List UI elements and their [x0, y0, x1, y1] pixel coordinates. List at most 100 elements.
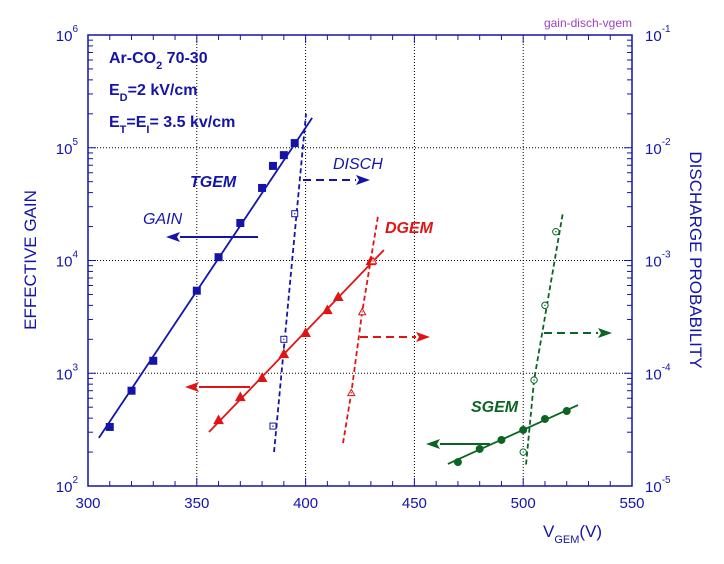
tick-base: 10 [56, 479, 73, 496]
transfer-field-annotation: ET=EI= 3.5 kv/cm [109, 114, 235, 136]
sgem-discharge-point-dot [522, 451, 524, 453]
x-axis-label-sub: GEM [554, 534, 579, 546]
tick-base: 10 [56, 254, 73, 271]
y-left-tick-label: 102 [56, 475, 79, 496]
sgem-gain-fit-line [447, 404, 579, 465]
dgem-gain-arrow-head [185, 382, 199, 392]
sgem-discharge-point-dot [544, 304, 546, 307]
tick-base: 10 [56, 28, 73, 45]
tick-base: 10 [645, 254, 662, 271]
tick-base: 10 [645, 28, 662, 45]
tick-exponent: -5 [662, 475, 671, 486]
tgem-disch-arrow [303, 175, 370, 185]
et-mid: =E [126, 114, 146, 131]
et-sub2: I [146, 124, 149, 136]
tgem-gain-point [279, 151, 288, 160]
y-right-tick-label: 10-4 [645, 362, 671, 383]
tgem-disch-arrow-head [356, 175, 370, 185]
dgem-gain-series [208, 249, 385, 433]
tick-exponent: 4 [72, 250, 78, 261]
conditions-annotation: Ar-CO2 70-30 ED=2 kV/cm ET=EI= 3.5 kv/cm [109, 50, 235, 136]
gas-sub: 2 [156, 60, 162, 72]
tgem-gain-point [290, 139, 299, 148]
tgem-gain-point [105, 422, 114, 431]
tgem-discharge-point-dot [272, 425, 274, 427]
tick-exponent: -3 [662, 250, 671, 261]
tick-exponent: 3 [72, 362, 78, 373]
tgem-gain-point [149, 356, 158, 365]
tgem-gain-point [258, 183, 267, 192]
tick-base: 10 [645, 479, 662, 496]
x-axis-label-unit: (V) [579, 522, 602, 541]
ed-main: E [109, 82, 120, 99]
dgem-gain-point [213, 414, 224, 425]
tgem-gain-point [192, 286, 201, 295]
et-rest: = 3.5 kv/cm [149, 114, 235, 131]
sgem-gain-point [519, 425, 528, 434]
y-left-tick-label: 104 [56, 250, 79, 271]
sgem-disch-arrow [544, 328, 612, 338]
tick-exponent: 2 [72, 475, 78, 486]
ed-rest: =2 kV/cm [128, 82, 198, 99]
x-tick-label: 450 [402, 495, 427, 512]
dgem-discharge-point-dot [361, 311, 363, 313]
drift-field-annotation: ED=2 kV/cm [109, 82, 197, 104]
sgem-gain-point [497, 435, 506, 444]
dgem-gain-point [234, 391, 246, 402]
tick-exponent: -1 [662, 24, 671, 35]
y-right-axis-label: DISCHARGE PROBABILITY [686, 151, 705, 368]
y-left-tick-label: 106 [56, 24, 79, 45]
dgem-gain-point [322, 304, 333, 315]
x-axis-label: VGEM(V) [543, 522, 602, 546]
tgem-gain-fit-line [98, 117, 313, 439]
x-axis-label-main: V [543, 522, 555, 541]
gas-rest: 70-30 [162, 50, 207, 67]
tick-base: 10 [645, 141, 662, 158]
x-tick-label: 300 [75, 495, 100, 512]
tgem-gain-point [236, 219, 245, 228]
dgem-gain-fit-line [208, 249, 385, 433]
disch-arrow-label: DISCH [333, 156, 383, 173]
sgem-gain-arrow [426, 439, 490, 449]
y-right-tick-label: 10-5 [645, 475, 671, 496]
tgem-gain-series [98, 117, 313, 439]
gain-arrow-label: GAIN [143, 211, 183, 228]
sgem-gain-point [562, 407, 571, 416]
sgem-discharge-point-dot [533, 379, 535, 381]
y-left-tick-label: 103 [56, 362, 79, 383]
y-right-tick-label: 10-2 [645, 137, 671, 158]
tgem-gain-arrow-head [166, 232, 180, 242]
dgem-discharge-point-dot [372, 260, 374, 262]
tick-exponent: -2 [662, 137, 671, 148]
tgem-discharge-point-dot [283, 338, 285, 341]
et-main: E [109, 114, 120, 131]
tgem-label: TGEM [190, 174, 237, 191]
y-right-tick-label: 10-3 [645, 250, 671, 271]
dgem-gain-arrow [185, 382, 250, 392]
sgem-gain-point [475, 444, 484, 453]
dgem-discharge-curve [342, 215, 379, 444]
dgem-disch-arrow-head [416, 332, 430, 342]
tgem-discharge-series [269, 113, 307, 453]
gas-annotation: Ar-CO2 70-30 [109, 50, 208, 72]
tick-exponent: -4 [662, 362, 671, 373]
sgem-discharge-series [519, 211, 564, 465]
ed-sub: D [120, 92, 128, 104]
x-tick-label: 350 [184, 495, 209, 512]
y-right-tick-label: 10-1 [645, 24, 671, 45]
sgem-gain-series [447, 404, 579, 467]
x-tick-label: 500 [511, 495, 536, 512]
series-layer [98, 113, 612, 467]
tgem-gain-point [214, 253, 223, 262]
tgem-discharge-curve [273, 113, 307, 453]
dgem-gain-point [300, 327, 311, 337]
dgem-disch-arrow [360, 332, 430, 342]
tick-base: 10 [56, 141, 73, 158]
tgem-gain-point [127, 386, 136, 395]
grid [88, 35, 632, 486]
y-left-axis-label: EFFECTIVE GAIN [21, 190, 40, 330]
tgem-discharge-point-dot [294, 213, 296, 215]
tick-base: 10 [645, 366, 662, 383]
sgem-gain-point [453, 458, 462, 467]
